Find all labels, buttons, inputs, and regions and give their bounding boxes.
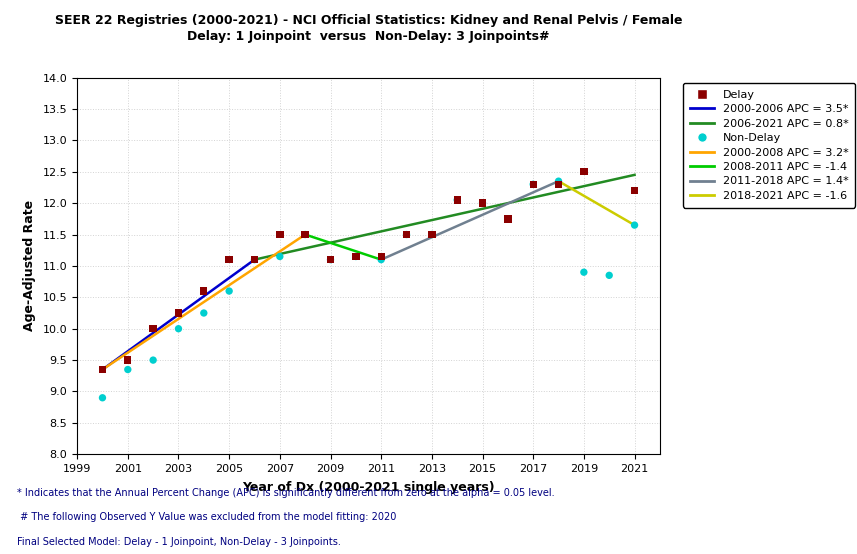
Point bbox=[147, 356, 160, 365]
Point bbox=[577, 167, 590, 176]
Legend: Delay, 2000-2006 APC = 3.5*, 2006-2021 APC = 0.8*, Non-Delay, 2000-2008 APC = 3.: Delay, 2000-2006 APC = 3.5*, 2006-2021 A… bbox=[683, 83, 855, 208]
Point bbox=[450, 196, 464, 204]
Point bbox=[222, 286, 236, 295]
Point bbox=[324, 255, 338, 264]
Point bbox=[298, 230, 312, 239]
Text: Delay: 1 Joinpoint  versus  Non-Delay: 3 Joinpoints#: Delay: 1 Joinpoint versus Non-Delay: 3 J… bbox=[188, 30, 549, 43]
Point bbox=[627, 186, 641, 195]
Point bbox=[197, 286, 211, 295]
Point bbox=[602, 271, 616, 280]
Point bbox=[298, 230, 312, 239]
Y-axis label: Age-Adjusted Rate: Age-Adjusted Rate bbox=[23, 201, 36, 331]
Point bbox=[501, 214, 515, 223]
Point bbox=[222, 255, 236, 264]
Point bbox=[552, 180, 566, 189]
Point bbox=[197, 309, 211, 317]
Point bbox=[425, 230, 439, 239]
Point bbox=[324, 255, 338, 264]
Text: SEER 22 Registries (2000-2021) - NCI Official Statistics: Kidney and Renal Pelvi: SEER 22 Registries (2000-2021) - NCI Off… bbox=[55, 14, 682, 27]
Point bbox=[375, 252, 388, 261]
Point bbox=[627, 220, 641, 229]
Point bbox=[273, 230, 287, 239]
Text: Final Selected Model: Delay - 1 Joinpoint, Non-Delay - 3 Joinpoints.: Final Selected Model: Delay - 1 Joinpoin… bbox=[17, 537, 341, 547]
Point bbox=[476, 199, 489, 208]
Point bbox=[171, 324, 185, 333]
Point bbox=[171, 309, 185, 317]
Point bbox=[375, 255, 388, 264]
Point bbox=[425, 230, 439, 239]
Point bbox=[248, 255, 261, 264]
Point bbox=[526, 180, 540, 189]
Point bbox=[526, 180, 540, 189]
Point bbox=[147, 324, 160, 333]
Point bbox=[399, 230, 413, 239]
Point bbox=[399, 230, 413, 239]
Point bbox=[577, 268, 590, 276]
Text: # The following Observed Y Value was excluded from the model fitting: 2020: # The following Observed Y Value was exc… bbox=[17, 512, 397, 522]
Point bbox=[476, 199, 489, 208]
Point bbox=[273, 252, 287, 261]
Point bbox=[501, 214, 515, 223]
X-axis label: Year of Dx (2000-2021 single years): Year of Dx (2000-2021 single years) bbox=[243, 481, 494, 494]
Point bbox=[349, 252, 363, 261]
Point bbox=[96, 393, 110, 402]
Text: * Indicates that the Annual Percent Change (APC) is significantly different from: * Indicates that the Annual Percent Chan… bbox=[17, 488, 554, 497]
Point bbox=[248, 255, 261, 264]
Point bbox=[121, 365, 135, 374]
Point bbox=[121, 356, 135, 365]
Point bbox=[450, 196, 464, 204]
Point bbox=[96, 365, 110, 374]
Point bbox=[349, 252, 363, 261]
Point bbox=[552, 177, 566, 186]
